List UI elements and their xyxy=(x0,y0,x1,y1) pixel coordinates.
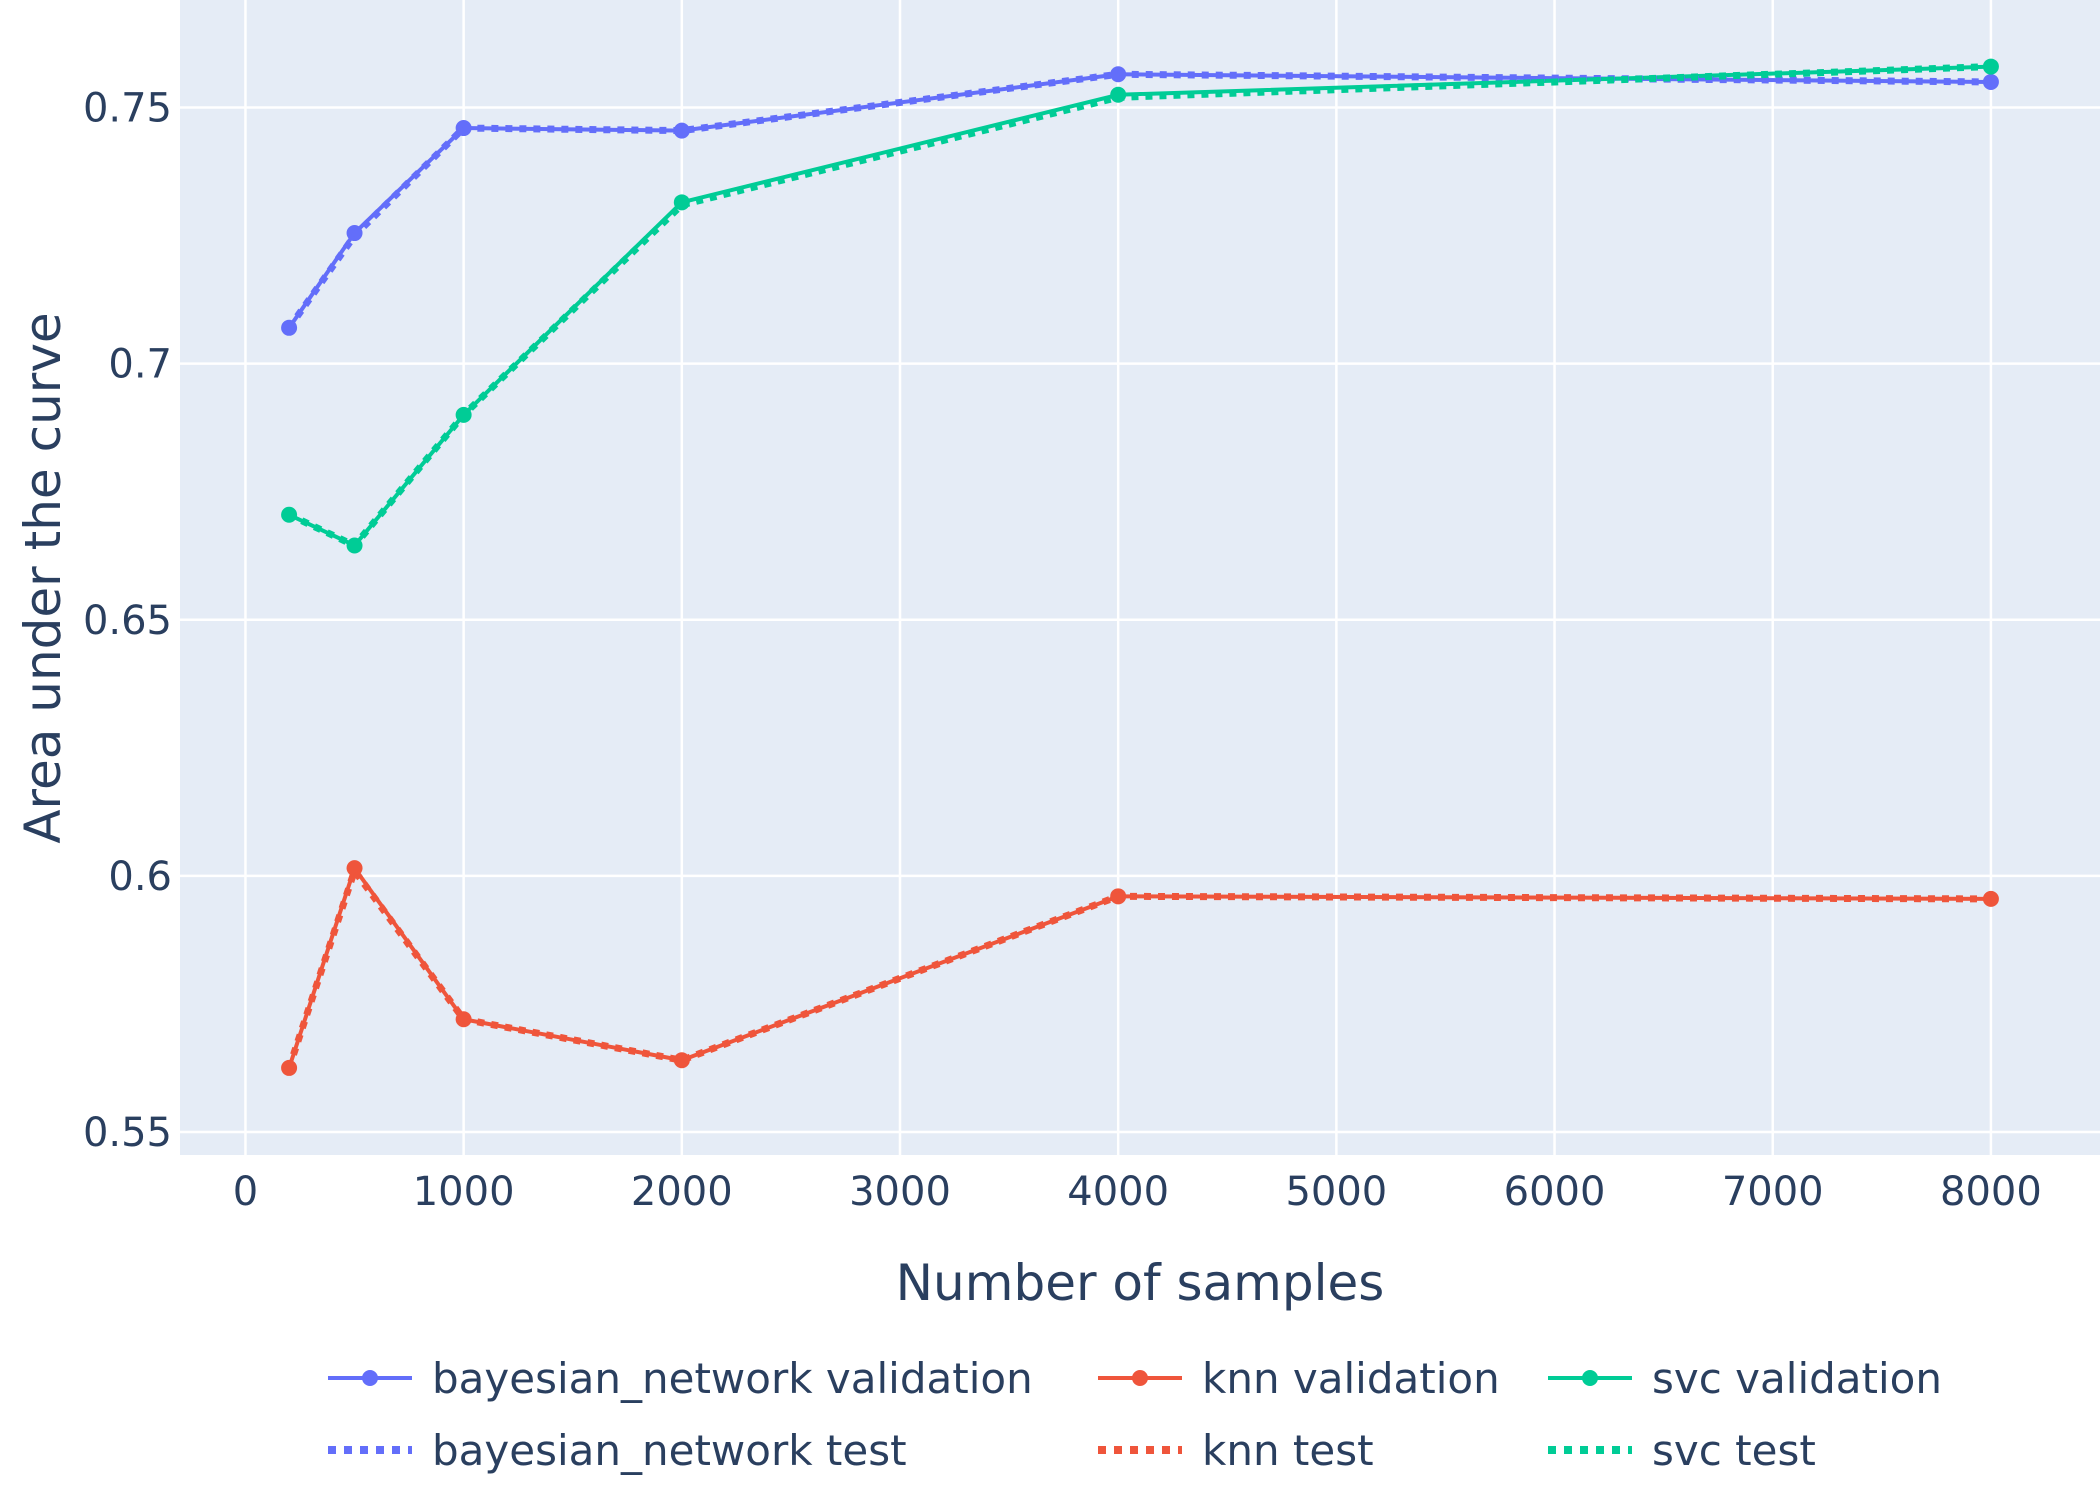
legend-item: bayesian_network validation xyxy=(328,1354,1033,1403)
plot-area xyxy=(180,0,2100,1155)
legend-label: svc validation xyxy=(1652,1354,1942,1403)
legend: bayesian_network validation knn validatio… xyxy=(328,1354,1942,1475)
legend-marker xyxy=(362,1370,378,1386)
legend-label: knn test xyxy=(1202,1426,1374,1475)
legend-item: knn validation xyxy=(1098,1354,1500,1403)
series xyxy=(286,70,1991,330)
x-axis-title: Number of samples xyxy=(896,1254,1385,1312)
legend-marker xyxy=(1132,1370,1148,1386)
series xyxy=(285,867,1991,1070)
legend-label: bayesian_network test xyxy=(432,1426,907,1475)
legend-item: svc test xyxy=(1548,1426,1816,1475)
x-axis: 0 1000 2000 3000 4000 5000 6000 7000 8000 xyxy=(233,1169,2042,1215)
legend-marker xyxy=(1582,1370,1598,1386)
series xyxy=(287,63,1992,549)
legend-label: svc test xyxy=(1652,1426,1816,1475)
series-layer xyxy=(281,58,1999,1076)
y-tick-label: 0.65 xyxy=(83,598,172,644)
legend-item: svc validation xyxy=(1548,1354,1942,1403)
legend-label: bayesian_network validation xyxy=(432,1354,1033,1403)
series-line xyxy=(286,70,1991,330)
x-tick-label: 0 xyxy=(233,1169,258,1215)
y-axis-title: Area under the curve xyxy=(14,312,72,843)
x-tick-label: 1000 xyxy=(413,1169,515,1215)
x-tick-label: 4000 xyxy=(1067,1169,1169,1215)
series-line xyxy=(287,866,1991,1069)
x-tick-label: 6000 xyxy=(1504,1169,1606,1215)
y-tick-label: 0.55 xyxy=(83,1110,172,1156)
legend-label: knn validation xyxy=(1202,1354,1500,1403)
y-tick-label: 0.7 xyxy=(108,342,172,388)
y-tick-label: 0.75 xyxy=(83,86,172,132)
legend-item: knn test xyxy=(1098,1426,1374,1475)
series-line xyxy=(287,63,1992,549)
x-tick-label: 3000 xyxy=(849,1169,951,1215)
series-line xyxy=(285,867,1991,1070)
data-point xyxy=(673,122,690,139)
y-tick-label: 0.6 xyxy=(108,854,172,900)
x-tick-label: 7000 xyxy=(1722,1169,1824,1215)
x-tick-label: 2000 xyxy=(631,1169,733,1215)
legend-item: bayesian_network test xyxy=(328,1426,907,1475)
grid xyxy=(180,0,2100,1155)
x-tick-label: 5000 xyxy=(1285,1169,1387,1215)
x-tick-label: 8000 xyxy=(1940,1169,2042,1215)
y-axis: 0.55 0.6 0.65 0.7 0.75 xyxy=(83,86,172,1156)
